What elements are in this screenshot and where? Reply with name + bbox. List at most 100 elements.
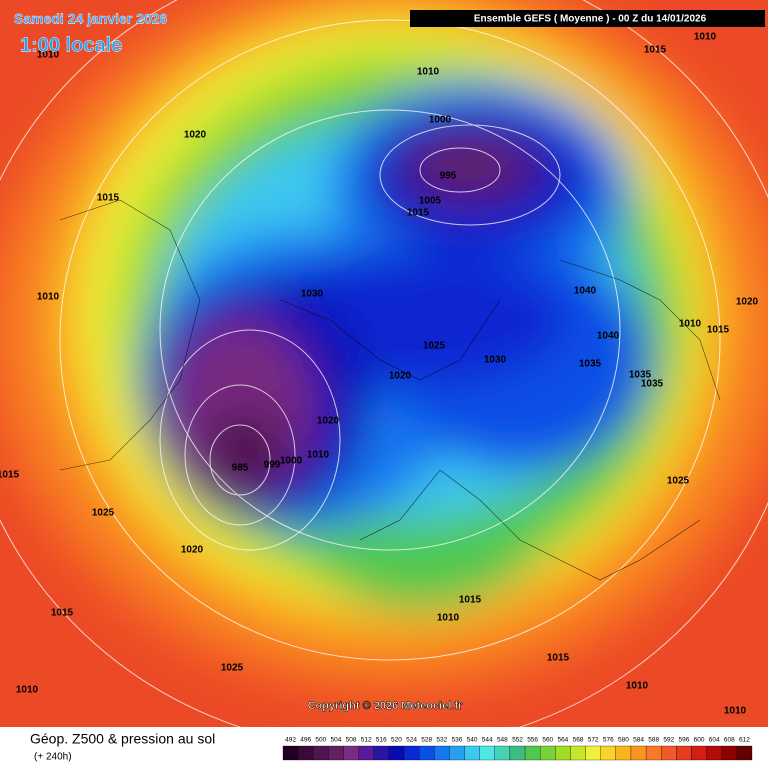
isobar-label: 1035: [579, 359, 602, 370]
isobar-label: 1030: [301, 289, 324, 300]
isobar-label: 1000: [280, 456, 303, 467]
isobar-label: 1005: [419, 196, 442, 207]
colorbar-label: 492: [285, 737, 296, 744]
colorbar-label: 580: [618, 737, 629, 744]
colorbar-swatch: [661, 745, 677, 761]
colorbar-label: 532: [436, 737, 447, 744]
colorbar-swatch: [509, 745, 526, 761]
colorbar-swatch: [615, 745, 632, 761]
colorbar-swatch: [419, 745, 435, 761]
colorbar-label: 560: [542, 737, 553, 744]
colorbar-label: 520: [391, 737, 402, 744]
colorbar-label: 592: [663, 737, 674, 744]
isobar-label: 1020: [181, 545, 204, 556]
colorbar-swatch: [721, 745, 738, 761]
isobar-label: 1010: [417, 67, 440, 78]
colorbar-swatch: [297, 745, 314, 761]
isobar-label: 1010: [16, 685, 39, 696]
colorbar-swatch: [676, 745, 692, 761]
isobar-label: 1010: [37, 292, 60, 303]
colorbar-swatch: [403, 745, 420, 761]
colorbar-label: 540: [467, 737, 478, 744]
colorbar-swatch: [313, 745, 329, 761]
colorbar-swatch: [479, 745, 495, 761]
colorbar-swatch: [494, 745, 511, 761]
model-run: Ensemble GEFS ( Moyenne ) - 00 Z du 14/0…: [474, 14, 707, 25]
colorbar-label: 512: [361, 737, 372, 744]
copyright: Copyright © 2026 Meteociel.fr: [308, 700, 464, 712]
colorbar-swatch: [736, 745, 753, 761]
isobar-label: 1010: [679, 319, 702, 330]
field: 1010 101510101010102010009951005101510151…: [0, 0, 768, 727]
colorbar-label: 604: [709, 737, 720, 744]
colorbar-label: 548: [497, 737, 508, 744]
isobar-label: 1015: [459, 595, 482, 606]
isobar-label: 1035: [629, 370, 652, 381]
colorbar-swatch: [282, 745, 299, 761]
isobar-label: 1020: [389, 371, 412, 382]
colorbar-swatch: [555, 745, 571, 761]
colorbar-label: 516: [376, 737, 387, 744]
isobar-label: 1015: [407, 208, 430, 219]
colorbar-swatch: [328, 745, 344, 761]
isobar-label: 1020: [317, 416, 340, 427]
colorbar-swatch: [570, 745, 586, 761]
isobar-label: 1035: [641, 379, 664, 390]
colorbar: 492 496 500 504 508 512 516 520 524 528 532 536 540 5…: [282, 737, 753, 761]
colorbar-swatch: [524, 745, 541, 761]
isobar-label: 1040: [574, 286, 597, 297]
colorbar-swatch: [343, 745, 359, 761]
isobar-label: 1020: [184, 130, 207, 141]
isobar-label: 1030: [484, 355, 507, 366]
colorbar-swatch: [630, 745, 647, 761]
isobar-label: 1010: [724, 706, 747, 717]
isobar-label: 1000: [429, 115, 452, 126]
isobar-label: 1015: [707, 325, 730, 336]
colorbar-label: 500: [315, 737, 326, 744]
local-time: 1:00 locale: [20, 34, 122, 56]
colorbar-label: 528: [421, 737, 432, 744]
colorbar-swatch: [388, 745, 405, 761]
colorbar-label: 504: [331, 737, 342, 744]
colorbar-label: 608: [724, 737, 735, 744]
product-title: Géop. Z500 & pression au sol: [30, 731, 215, 747]
colorbar-label: 552: [512, 737, 523, 744]
isobar-label: 1015: [644, 45, 667, 56]
colorbar-label: 576: [603, 737, 614, 744]
isobar-label: 1025: [423, 341, 446, 352]
isobar-label: 1020: [736, 297, 759, 308]
colorbar-swatch: [645, 745, 662, 761]
isobar-label: 985: [232, 463, 249, 474]
colorbar-label: 572: [588, 737, 599, 744]
colorbar-label: 568: [573, 737, 584, 744]
colorbar-label: 524: [406, 737, 417, 744]
colorbar-label: 556: [527, 737, 538, 744]
colorbar-label: 496: [300, 737, 311, 744]
lead-time: (+ 240h): [34, 752, 72, 763]
colorbar-label: 544: [482, 737, 493, 744]
isobar-label: 1040: [597, 331, 620, 342]
isobar-label: 1015: [0, 470, 20, 481]
colorbar-swatch: [706, 745, 722, 761]
colorbar-swatch: [434, 745, 450, 761]
isobar-label: 1015: [97, 193, 120, 204]
model-box: [410, 10, 765, 27]
isobar-label: 1010: [307, 450, 330, 461]
isobar-label: 1010: [437, 613, 460, 624]
colorbar-swatch: [449, 745, 465, 761]
colorbar-swatch: [373, 745, 390, 761]
isobar-label: 1010: [694, 32, 717, 43]
colorbar-swatch: [464, 745, 480, 761]
colorbar-label: 588: [648, 737, 659, 744]
colorbar-label: 596: [678, 737, 689, 744]
colorbar-swatch: [600, 745, 616, 761]
colorbar-label: 584: [633, 737, 644, 744]
colorbar-label: 508: [346, 737, 357, 744]
colorbar-label: 536: [452, 737, 463, 744]
isobar-label: 1010: [37, 50, 60, 61]
isobar-label: 1025: [221, 663, 244, 674]
coastlines: [59, 199, 721, 581]
isobar-label: 1025: [667, 476, 690, 487]
